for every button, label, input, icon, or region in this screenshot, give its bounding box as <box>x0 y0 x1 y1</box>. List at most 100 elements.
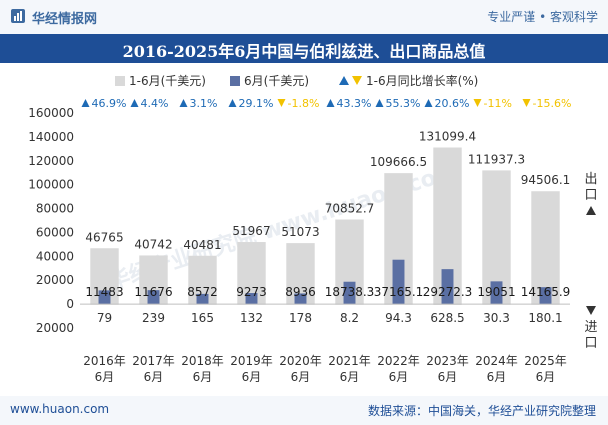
growth-label: 3.1% <box>190 97 218 110</box>
title-bar: 2016-2025年6月中国与伯利兹进、出口商品总值 <box>0 34 608 63</box>
legend-up-triangle-icon <box>339 76 349 85</box>
data-label-ytd: 111937.3 <box>468 152 525 166</box>
x-tick-label: 6月 <box>389 370 409 384</box>
growth-label: 4.4% <box>141 97 169 110</box>
data-label-import: 178 <box>289 311 312 325</box>
side-label-export-char: 口 <box>584 188 597 203</box>
footer-bar: www.huaon.com 数据来源：中国海关，华经产业研究院整理 <box>0 396 608 425</box>
legend-swatch-month <box>230 76 240 86</box>
growth-label: -15.6% <box>533 97 572 110</box>
x-tick-label: 6月 <box>193 370 213 384</box>
legend-swatch-ytd <box>115 76 125 86</box>
x-tick-label: 6月 <box>95 370 115 384</box>
growth-down-icon <box>522 99 531 107</box>
x-tick-label: 6月 <box>291 370 311 384</box>
data-label-ytd: 40742 <box>134 237 172 251</box>
side-label-import-char: 进 <box>584 320 597 335</box>
bar-ytd <box>531 191 560 305</box>
x-tick-label: 2021年 <box>328 354 371 368</box>
y-tick-label: 0 <box>66 297 74 311</box>
data-label-import: 8.2 <box>340 311 359 325</box>
data-label-month: 8572 <box>187 285 218 299</box>
data-label-import: 94.3 <box>385 311 412 325</box>
growth-up-icon <box>228 99 237 107</box>
data-label-ytd: 70852.7 <box>325 201 375 215</box>
side-label-import-char: 口 <box>584 336 597 351</box>
x-tick-label: 2016年 <box>83 354 126 368</box>
x-tick-label: 2024年 <box>475 354 518 368</box>
import-down-arrow-icon <box>586 306 596 315</box>
slogan: 专业严谨 • 客观科学 <box>487 10 598 24</box>
data-label-month: 37165.1 <box>374 285 424 299</box>
legend-label-growth: 1-6月同比增长率(%) <box>366 73 478 88</box>
data-label-month: 8936 <box>285 285 316 299</box>
bar-month <box>294 293 307 305</box>
y-tick-label: 100000 <box>28 178 74 192</box>
data-label-month: 9273 <box>236 285 267 299</box>
data-label-import: 180.1 <box>528 311 562 325</box>
footer-source: 数据来源：中国海关，华经产业研究院整理 <box>367 404 596 418</box>
growth-label: 43.3% <box>337 97 372 110</box>
footer-url[interactable]: www.huaon.com <box>10 402 110 416</box>
bar-month <box>490 281 503 305</box>
x-tick-label: 6月 <box>144 370 164 384</box>
growth-up-icon <box>424 99 433 107</box>
data-label-import: 239 <box>142 311 165 325</box>
data-label-ytd: 46765 <box>85 230 123 244</box>
growth-down-icon <box>473 99 482 107</box>
legend-label-ytd: 1-6月(千美元) <box>129 74 206 88</box>
growth-up-icon <box>326 99 335 107</box>
x-tick-label: 6月 <box>242 370 262 384</box>
bar-month <box>147 290 160 305</box>
data-label-ytd: 51073 <box>281 225 319 239</box>
data-label-ytd: 51967 <box>232 224 270 238</box>
bar-month <box>441 269 454 305</box>
bar-month <box>98 290 111 305</box>
bar-month <box>245 293 258 305</box>
x-tick-label: 2018年 <box>181 354 224 368</box>
bar-month <box>343 281 356 305</box>
y-tick-label: 80000 <box>36 202 74 216</box>
data-label-month: 11676 <box>134 285 172 299</box>
data-label-month: 11483 <box>85 285 123 299</box>
growth-label: 46.9% <box>92 97 127 110</box>
bar-month <box>392 259 405 305</box>
side-label-export-char: 出 <box>584 172 597 187</box>
data-label-month: 29272.3 <box>423 285 473 299</box>
growth-down-icon <box>277 99 286 107</box>
data-label-import: 79 <box>97 311 112 325</box>
growth-label: 29.1% <box>239 97 274 110</box>
data-label-month: 18738.3 <box>325 285 375 299</box>
legend-label-month: 6月(千美元) <box>244 74 309 88</box>
bar-chart-logo-icon <box>11 9 25 23</box>
top-bar: 华经情报网 专业严谨 • 客观科学 <box>0 0 608 34</box>
y-tick-label: 20000 <box>36 273 74 287</box>
data-label-ytd: 109666.5 <box>370 155 427 169</box>
data-label-ytd: 131099.4 <box>419 130 476 144</box>
x-tick-label: 2022年 <box>377 354 420 368</box>
growth-up-icon <box>130 99 139 107</box>
y-tick-label: 60000 <box>36 225 74 239</box>
chart-title: 2016-2025年6月中国与伯利兹进、出口商品总值 <box>122 42 486 61</box>
data-label-ytd: 94506.1 <box>521 173 571 187</box>
x-tick-label: 2020年 <box>279 354 322 368</box>
growth-label: -11% <box>484 97 512 110</box>
growth-up-icon <box>375 99 384 107</box>
data-label-import: 165 <box>191 311 214 325</box>
data-label-month: 14165.9 <box>521 285 571 299</box>
x-tick-label: 6月 <box>340 370 360 384</box>
x-tick-label: 6月 <box>438 370 458 384</box>
x-tick-label: 6月 <box>487 370 507 384</box>
growth-up-icon <box>179 99 188 107</box>
y-tick-label: 160000 <box>28 106 74 120</box>
x-tick-label: 2025年 <box>524 354 567 368</box>
export-up-arrow-icon <box>586 206 596 215</box>
legend-down-triangle-icon <box>352 76 362 85</box>
growth-up-icon <box>81 99 90 107</box>
bar-month <box>539 287 552 305</box>
y-tick-label: 140000 <box>28 130 74 144</box>
y-tick-label: 120000 <box>28 154 74 168</box>
x-tick-label: 6月 <box>536 370 556 384</box>
